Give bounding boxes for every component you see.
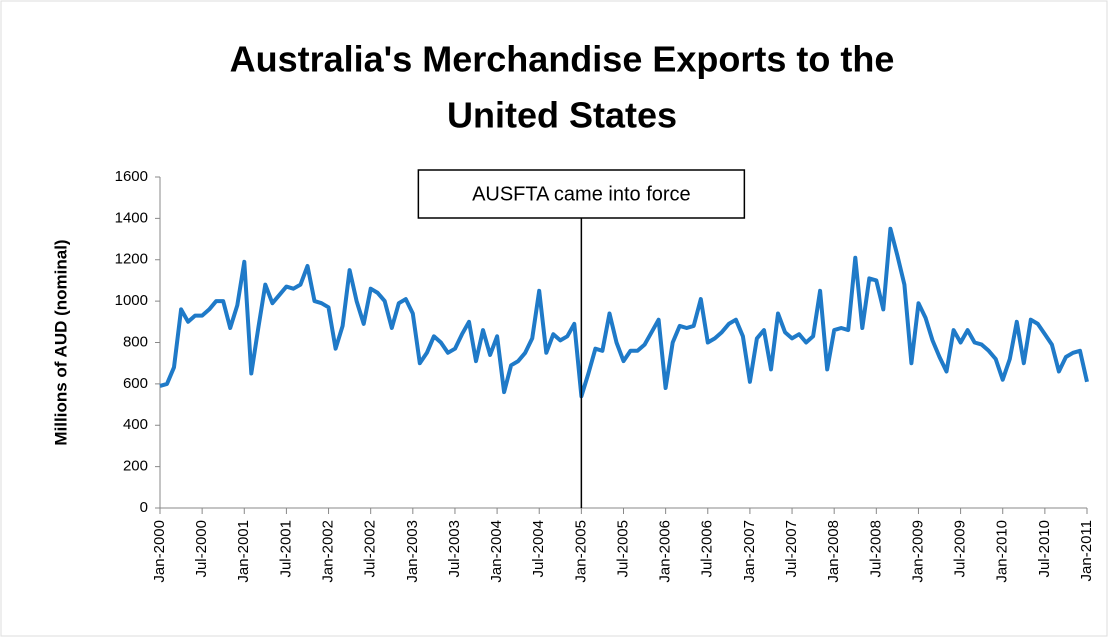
x-tick-label: Jan-2011: [1078, 520, 1095, 581]
x-tick-label: Jul-2006: [699, 520, 716, 578]
x-tick-label: Jan-2003: [404, 520, 421, 583]
y-tick-label: 1200: [115, 251, 148, 268]
x-tick-label: Jul-2000: [193, 520, 210, 578]
y-tick-label: 800: [123, 333, 148, 350]
x-tick-label: Jul-2009: [952, 520, 969, 578]
x-tick-label: Jan-2002: [320, 520, 337, 583]
x-tick-label: Jul-2004: [530, 520, 547, 578]
y-tick-label: 1600: [115, 168, 148, 185]
chart-title: United States: [447, 95, 677, 136]
x-tick-label: Jul-2001: [277, 520, 294, 578]
x-tick-label: Jan-2004: [488, 520, 505, 583]
annotation-text: AUSFTA came into force: [472, 183, 691, 205]
x-tick-label: Jul-2007: [783, 520, 800, 578]
y-tick-label: 200: [123, 458, 148, 475]
y-tick-label: 600: [123, 375, 148, 392]
y-tick-label: 1400: [115, 209, 148, 226]
x-tick-label: Jan-2005: [572, 520, 589, 583]
x-tick-label: Jan-2008: [825, 520, 842, 583]
x-tick-label: Jan-2006: [657, 520, 674, 583]
x-tick-label: Jan-2009: [909, 520, 926, 583]
x-tick-label: Jul-2008: [867, 520, 884, 578]
data-line: [159, 226, 1089, 399]
x-tick-label: Jul-2010: [1036, 520, 1053, 578]
y-axis-label: Millions of AUD (nominal): [51, 239, 70, 445]
y-tick-label: 1000: [115, 292, 148, 309]
x-tick-label: Jan-2001: [235, 520, 252, 583]
x-tick-label: Jul-2005: [614, 520, 631, 578]
y-tick-label: 0: [140, 499, 148, 516]
x-tick-label: Jan-2000: [151, 520, 168, 583]
x-tick-label: Jan-2010: [994, 520, 1011, 583]
x-tick-label: Jul-2003: [446, 520, 463, 578]
y-tick-label: 400: [123, 416, 148, 433]
chart-title: Australia's Merchandise Exports to the: [230, 39, 895, 80]
annotation-box: [417, 169, 746, 219]
x-tick-label: Jul-2002: [362, 520, 379, 578]
x-tick-label: Jan-2007: [741, 520, 758, 583]
